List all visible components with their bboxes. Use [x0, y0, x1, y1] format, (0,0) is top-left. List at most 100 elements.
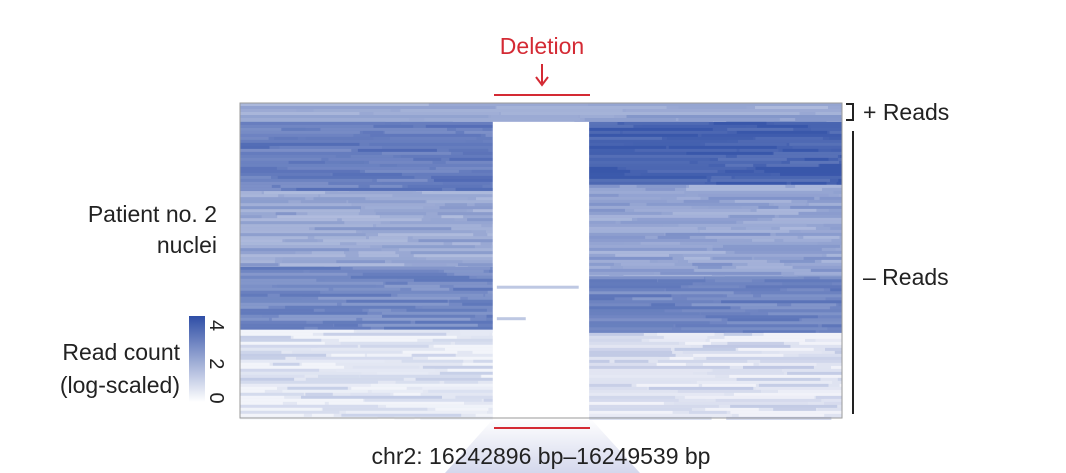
heatmap-row-segment — [240, 350, 282, 354]
heatmap-row-segment — [705, 276, 804, 280]
heatmap-row-segment — [729, 214, 775, 218]
heatmap-row-segment — [705, 235, 798, 239]
heatmap-row-segment — [689, 184, 786, 188]
heatmap-row-segment — [633, 142, 701, 146]
heatmap-row-segment — [240, 386, 277, 390]
heatmap-row-segment — [376, 224, 482, 228]
heatmap-row-segment — [621, 262, 675, 266]
heatmap-row-segment — [589, 282, 693, 286]
heatmap-row-segment — [681, 327, 828, 331]
heatmap-row-segment — [657, 235, 690, 239]
heatmap-row-segment — [647, 169, 718, 173]
heatmap-row-segment — [240, 356, 286, 360]
heatmap-row-segment — [692, 262, 733, 266]
heatmap-row-segment — [467, 296, 493, 300]
heatmap-row-segment — [819, 276, 842, 280]
heatmap-row-segment — [736, 377, 821, 381]
heatmap-row-segment — [837, 377, 842, 381]
heatmap-row-segment — [373, 124, 414, 128]
heatmap-row-segment — [768, 312, 842, 316]
heatmap-row-segment — [455, 341, 493, 345]
heatmap-row-segment — [750, 291, 842, 295]
heatmap-row-segment — [725, 163, 754, 167]
heatmap-row-segment — [356, 329, 450, 333]
heatmap-row-segment — [589, 124, 634, 128]
heatmap-row-segment — [589, 139, 728, 143]
heatmap-row-segment — [810, 124, 842, 128]
heatmap-row-segment — [589, 184, 620, 188]
heatmap-row-segment — [492, 242, 493, 246]
heatmap-row-segment — [589, 374, 716, 378]
heatmap-row-segment — [743, 220, 842, 224]
heatmap-row-segment — [464, 130, 493, 134]
heatmap-row-segment — [666, 136, 753, 140]
heatmap-row-segment — [726, 294, 754, 298]
heatmap-row-segment — [754, 256, 803, 260]
heatmap-row-segment — [712, 368, 782, 372]
zoom-wedge — [445, 418, 640, 473]
heatmap-row-segment — [761, 294, 842, 298]
heatmap-row-segment — [364, 398, 482, 402]
heatmap-row-segment — [240, 197, 306, 201]
heatmap-row-segment — [240, 145, 270, 149]
heatmap-row-segment — [279, 145, 382, 149]
heatmap-row-segment — [240, 323, 334, 327]
colorbar — [189, 316, 205, 402]
heatmap-row-segment — [375, 212, 427, 216]
heatmap-row-segment — [702, 383, 756, 387]
heatmap-row-segment — [589, 338, 642, 342]
heatmap-row-segment — [317, 326, 371, 330]
heatmap-row-segment — [800, 229, 842, 233]
heatmap-row-segment — [385, 281, 408, 285]
heatmap-cell — [492, 121, 590, 419]
heatmap-row-segment — [453, 287, 493, 291]
heatmap-row-segment — [384, 326, 493, 330]
colorbar-label: Read count (log-scaled) — [20, 336, 180, 402]
heatmap-row-segment — [483, 398, 493, 402]
heatmap-row-segment — [240, 296, 302, 300]
heatmap-row-segment — [240, 106, 496, 109]
heatmap-row-segment — [700, 312, 751, 316]
heatmap-row-segment — [240, 398, 364, 402]
heatmap-row-segment — [736, 130, 828, 134]
heatmap-row-segment — [352, 266, 491, 270]
heatmap-row-segment — [723, 244, 840, 248]
heatmap-row-segment — [240, 133, 354, 137]
heatmap-row-segment — [323, 239, 408, 243]
heatmap-row-segment — [626, 166, 747, 170]
heatmap-row-segment — [589, 244, 713, 248]
heatmap-row-segment — [712, 256, 752, 260]
heatmap-row-segment — [413, 254, 493, 258]
heatmap-row-segment — [476, 197, 493, 201]
heatmap-row-segment — [350, 154, 394, 158]
heatmap-row-segment — [305, 377, 404, 381]
heatmap-row-segment — [240, 191, 262, 195]
heatmap-row-segment — [779, 226, 816, 230]
heatmap-row-segment — [240, 374, 305, 378]
heatmap-row-segment — [415, 320, 493, 324]
heatmap-block-plus-reads-band — [240, 103, 842, 124]
heatmap-row-segment — [645, 187, 675, 191]
heatmap-row-segment — [589, 392, 725, 396]
heatmap-row-segment — [433, 103, 587, 106]
heatmap-row-segment — [715, 279, 752, 283]
heatmap-row-segment — [758, 383, 829, 387]
heatmap-row-segment — [322, 407, 428, 411]
heatmap-row-segment — [734, 199, 792, 203]
heatmap-row-segment — [341, 218, 422, 222]
heatmap-row-segment — [442, 181, 491, 185]
heatmap-row-segment — [240, 275, 350, 279]
heatmap-row-segment — [240, 347, 311, 351]
heatmap-row-segment — [686, 297, 826, 301]
heatmap-row-segment — [747, 262, 785, 266]
heatmap-row-segment — [362, 272, 447, 276]
heatmap-row-segment — [240, 278, 317, 282]
heatmap-row-segment — [682, 350, 762, 354]
heatmap-row-segment — [729, 374, 842, 378]
heatmap-row-segment — [377, 371, 429, 375]
heatmap-row-segment — [367, 353, 411, 357]
heatmap-row-segment — [730, 404, 838, 408]
heatmap-row-segment — [721, 300, 842, 304]
heatmap-row-segment — [240, 209, 360, 213]
heatmap-row-segment — [346, 299, 448, 303]
